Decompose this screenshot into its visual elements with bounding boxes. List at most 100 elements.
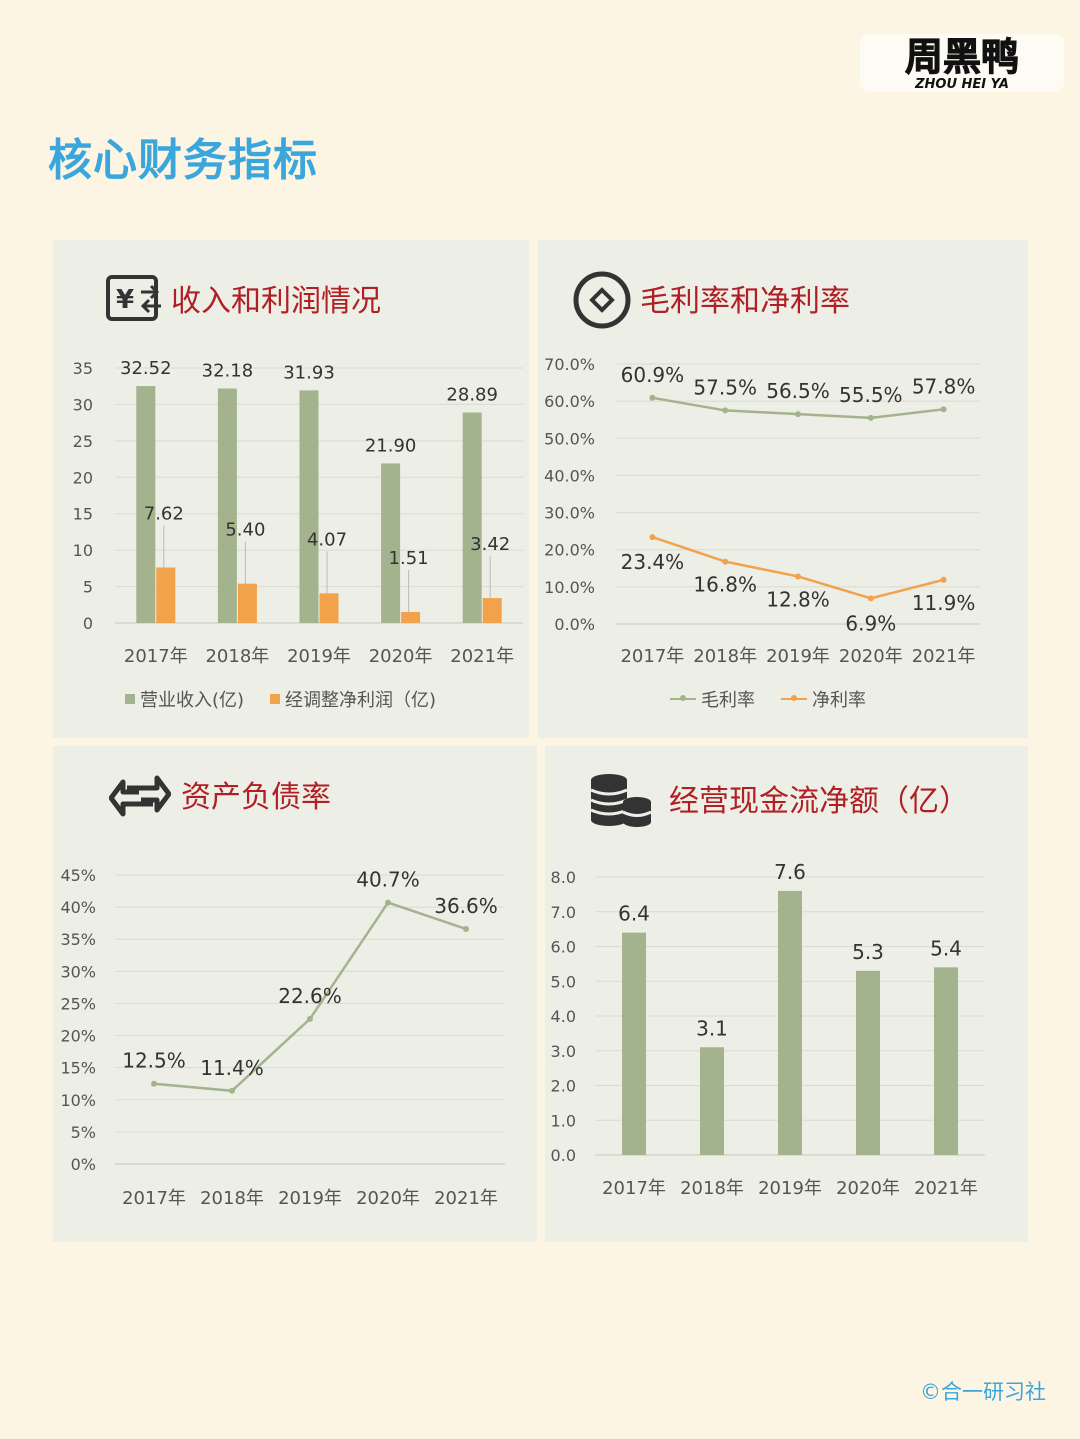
bar-revenue	[462, 412, 482, 623]
y-tick-label: 30%	[60, 962, 96, 981]
y-tick-label: 10.0%	[544, 578, 595, 597]
bar-cashflow	[778, 890, 802, 1155]
y-tick-label: 40.0%	[544, 466, 595, 485]
legend-item-profit: 经调整净利润（亿)	[270, 686, 436, 712]
legend-revenue: 营业收入(亿) 经调整净利润（亿)	[125, 686, 436, 712]
bar-profit	[319, 593, 339, 623]
data-label: 28.89	[446, 385, 498, 406]
data-label: 7.6	[774, 860, 806, 884]
data-label: 7.62	[144, 503, 184, 524]
data-point	[229, 1087, 235, 1094]
panel-title-margin: 毛利率和净利率	[640, 284, 850, 319]
y-tick-label: 2.0	[551, 1077, 576, 1096]
x-tick-label: 2020年	[836, 1178, 900, 1199]
panel-title-revenue: 收入和利润情况	[171, 284, 381, 319]
panel-margin: 毛利率和净利率 0.0% 10.0% 20.0% 30.0% 40.0% 50.0% 60.…	[538, 240, 1028, 738]
data-label: 12.5%	[122, 1049, 186, 1073]
data-point	[867, 414, 874, 421]
legend-item-revenue: 营业收入(亿)	[125, 686, 244, 712]
data-label: 3.1	[696, 1016, 728, 1040]
panel-title-debt: 资产负债率	[181, 780, 331, 815]
data-label: 5.40	[225, 520, 265, 541]
chart-margin: 0.0% 10.0% 20.0% 30.0% 40.0% 50.0% 60.0% 70.0% 2…	[544, 355, 980, 667]
y-tick-label: 5.0	[551, 972, 576, 991]
bar-profit	[401, 611, 421, 623]
y-tick-label: 35	[73, 359, 93, 378]
y-tick-label: 35%	[60, 930, 96, 949]
y-tick-label: 40%	[60, 898, 96, 917]
data-label: 5.3	[852, 940, 884, 964]
coin-stack-icon	[590, 774, 652, 827]
bar-revenue	[217, 388, 237, 623]
data-label: 21.90	[365, 435, 417, 456]
x-tick-label: 2020年	[369, 646, 433, 667]
y-tick-label: 0.0	[551, 1146, 576, 1165]
data-label: 32.18	[202, 361, 254, 382]
y-tick-label: 4.0	[551, 1007, 576, 1026]
logo-en-text: ZHOU HEI YA	[914, 77, 1009, 92]
data-point	[722, 407, 729, 414]
bar-cashflow	[700, 1047, 724, 1155]
svg-text:¥: ¥	[116, 285, 134, 315]
y-tick-label: 30.0%	[544, 504, 595, 523]
data-label: 32.52	[120, 358, 172, 379]
legend-label: 经调整净利润（亿)	[285, 690, 437, 711]
data-label: 23.4%	[621, 550, 685, 574]
data-point	[385, 899, 391, 906]
legend-label: 净利率	[812, 690, 866, 711]
data-point	[795, 411, 801, 418]
y-tick-label: 45%	[60, 866, 96, 885]
data-point	[940, 406, 947, 413]
data-label: 1.51	[389, 548, 429, 569]
y-tick-label: 70.0%	[544, 355, 595, 374]
bar-profit	[156, 567, 176, 623]
x-tick-label: 2021年	[450, 646, 514, 667]
panel-title-cashflow: 经营现金流净额（亿）	[669, 784, 969, 819]
data-label: 22.6%	[278, 984, 342, 1008]
brand-logo: 周黑鸭 ZHOU HEI YA	[860, 34, 1064, 92]
data-label: 6.4	[618, 902, 650, 926]
x-tick-label: 2020年	[356, 1188, 420, 1209]
y-tick-label: 6.0	[551, 938, 576, 957]
data-point	[940, 576, 947, 583]
y-tick-label: 10	[73, 541, 93, 560]
bar-cashflow	[622, 932, 646, 1155]
y-tick-label: 20	[73, 468, 93, 487]
y-tick-label: 25	[73, 432, 93, 451]
x-tick-label: 2019年	[766, 646, 830, 667]
data-label: 57.5%	[693, 375, 757, 399]
y-tick-label: 15%	[60, 1059, 96, 1078]
data-label: 57.8%	[912, 374, 976, 398]
panel-debt: 资产负债率 0% 5% 10% 15% 20% 25% 30% 35% 40% 45% 2017年 2…	[53, 746, 537, 1242]
y-tick-label: 7.0	[551, 903, 576, 922]
y-tick-label: 20.0%	[544, 541, 595, 560]
credit-text: ©合一研习社	[920, 1380, 1046, 1404]
data-label: 16.8%	[693, 573, 757, 597]
data-label: 40.7%	[356, 868, 420, 892]
chart-revenue: 0 5 10 15 20 25 30 35 2017年 2018年 2019年 2020年 2021年 3…	[73, 358, 523, 667]
y-tick-label: 10%	[60, 1091, 96, 1110]
legend-margin: 毛利率 净利率	[670, 686, 866, 712]
data-point	[795, 573, 801, 580]
data-label: 4.07	[307, 529, 347, 550]
bar-profit	[237, 583, 257, 623]
bar-revenue	[381, 463, 401, 623]
legend-item-gross: 毛利率	[670, 686, 755, 712]
chart-cashflow: 0.0 1.0 2.0 3.0 4.0 5.0 6.0 7.0 8.0 2017年 2018年 201…	[551, 860, 985, 1199]
data-point	[151, 1080, 157, 1087]
panel-revenue: ¥ 收入和利润情况 0 5 10 15 20 25 30 35 2017年 2018年 2019年 2…	[53, 240, 529, 738]
bar-revenue	[136, 386, 156, 623]
data-label: 36.6%	[434, 894, 498, 918]
x-tick-label: 2017年	[124, 646, 188, 667]
data-point	[307, 1015, 313, 1022]
logo-cn-text: 周黑鸭	[905, 35, 1019, 79]
x-tick-label: 2019年	[278, 1188, 342, 1209]
data-point	[649, 394, 656, 401]
bar-revenue	[299, 390, 319, 623]
data-point	[722, 558, 729, 565]
bar-cashflow	[934, 967, 958, 1155]
x-tick-label: 2019年	[758, 1178, 822, 1199]
data-label: 60.9%	[621, 363, 685, 387]
x-tick-label: 2021年	[914, 1178, 978, 1199]
data-label: 3.42	[470, 534, 510, 555]
